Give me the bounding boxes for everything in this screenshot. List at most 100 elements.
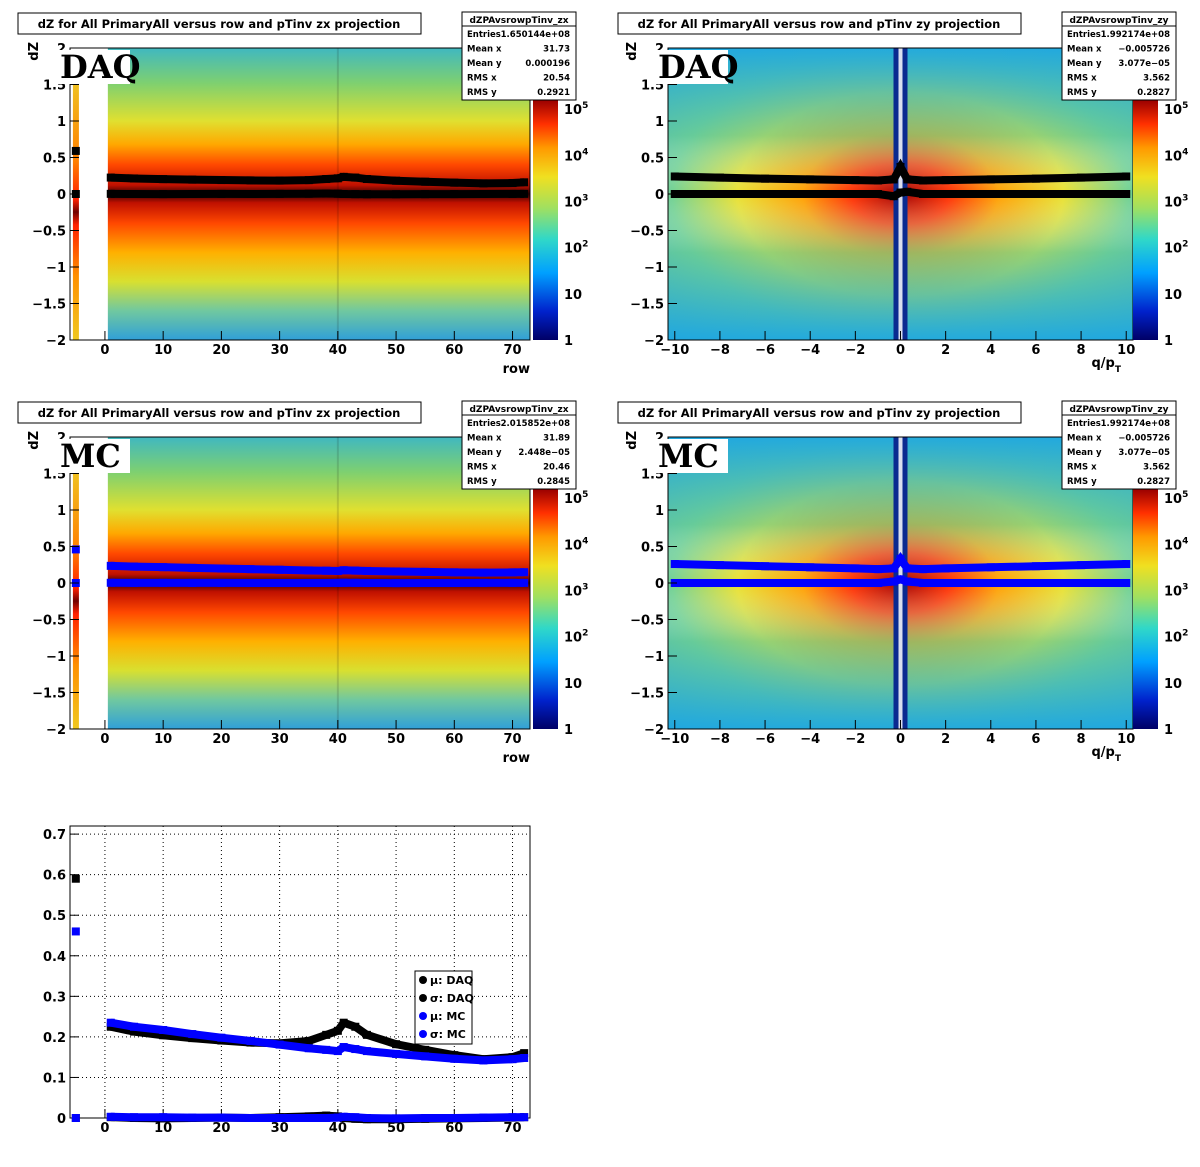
legend-entry: μ: DAQ xyxy=(430,974,473,987)
stats-key: Entries xyxy=(1067,30,1101,40)
y-tick-label: −1 xyxy=(46,261,66,276)
y-axis-label: dZ xyxy=(625,42,640,61)
y-tick-label: −1.5 xyxy=(630,687,664,702)
y-tick-label: −1.5 xyxy=(32,687,66,702)
overlay-sigma-point xyxy=(71,146,80,155)
x-tick-label: 4 xyxy=(986,343,995,358)
x-tick-label: 0 xyxy=(100,1121,109,1136)
stats-value: 3.077e−05 xyxy=(1118,448,1170,458)
x-tick-label: 50 xyxy=(387,732,405,747)
overlay-mu-point xyxy=(106,189,115,198)
stats-key: RMS y xyxy=(467,88,497,98)
y-tick-label: −1 xyxy=(644,261,664,276)
x-tick-label: 70 xyxy=(503,343,521,358)
x-tick-label: −8 xyxy=(710,343,730,358)
overlay-sigma-point xyxy=(520,568,529,577)
series-segment xyxy=(279,1040,310,1053)
z-tick-label: 1 xyxy=(1164,334,1173,349)
overlay-mu-point xyxy=(339,578,348,587)
overlay-mu-point xyxy=(130,578,139,587)
overlay-mu-point xyxy=(508,189,517,198)
overlay-sigma-point xyxy=(851,176,860,185)
y-tick-label: 0 xyxy=(57,1112,66,1127)
x-tick-label: 60 xyxy=(445,732,463,747)
stats-value: 0.000196 xyxy=(525,59,570,69)
x-axis-label: row xyxy=(503,362,530,377)
overlay-sigma-point xyxy=(1077,561,1086,570)
x-tick-label: −2 xyxy=(845,732,865,747)
stats-name: dZPAvsrowpTinv_zx xyxy=(469,16,568,26)
overlay-sigma-point xyxy=(106,173,115,182)
overlay-mu-point xyxy=(421,190,430,199)
overlay-mu-point xyxy=(806,190,815,198)
overlay-sigma-point xyxy=(333,174,342,183)
series-segment xyxy=(365,1031,398,1048)
stats-key: Mean x xyxy=(467,45,502,55)
overlay-sigma-point xyxy=(941,176,950,185)
x-tick-label: 50 xyxy=(387,343,405,358)
overlay-mu-point xyxy=(986,579,995,587)
stats-value: 1.992174e+08 xyxy=(1101,30,1170,40)
panel-title: dZ for All PrimaryAll versus row and pTi… xyxy=(638,406,1001,420)
overlay-sigma-point xyxy=(873,565,882,574)
overlay-sigma-point xyxy=(159,563,168,572)
z-tick-label: 10 xyxy=(564,677,582,692)
series-segment xyxy=(512,1053,525,1064)
stats-value: −0.005726 xyxy=(1118,45,1170,55)
overlay-mu-point xyxy=(851,190,860,198)
x-tick-label: 70 xyxy=(503,732,521,747)
y-tick-label: 2 xyxy=(57,42,66,57)
x-tick-label: 20 xyxy=(212,732,230,747)
series-segment xyxy=(353,1023,370,1039)
x-tick-label: 10 xyxy=(1117,732,1135,747)
stats-key: RMS y xyxy=(1067,88,1097,98)
overlay-sigma-point xyxy=(450,178,459,187)
overlay-sigma-point xyxy=(450,568,459,577)
x-tick-label: 0 xyxy=(896,732,905,747)
stats-value: 2.448e−05 xyxy=(518,448,570,458)
stats-key: Mean y xyxy=(467,59,502,69)
series-segment xyxy=(250,1036,281,1049)
series-segment xyxy=(162,1026,193,1039)
overlay-mu-point xyxy=(715,190,724,198)
stats-name: dZPAvsrowpTinv_zy xyxy=(1069,405,1168,415)
overlay-mu-point xyxy=(188,190,197,198)
overlay-sigma-point xyxy=(806,175,815,184)
stats-box: dZPAvsrowpTinv_zx Entries 1.650144e+08 Mean… xyxy=(461,11,577,101)
overlay-mu-point xyxy=(362,190,371,199)
title-box xyxy=(617,401,1022,424)
overlay-mu-point xyxy=(392,579,401,588)
overlay-sigma-point xyxy=(217,564,226,573)
overlay-mu-point xyxy=(919,579,928,587)
z-tick-label: 104 xyxy=(564,147,588,164)
x-tick-label: 8 xyxy=(1077,343,1086,358)
overlay-sigma-point xyxy=(304,176,313,185)
overlay-sigma-point xyxy=(304,566,313,575)
y-tick-label: 2 xyxy=(655,42,664,57)
series-segment xyxy=(342,1018,357,1031)
series-segment xyxy=(334,1020,347,1034)
x-tick-label: 30 xyxy=(271,343,289,358)
overlay-mu-point xyxy=(275,579,284,587)
overlay-sigma-point xyxy=(1122,172,1131,181)
overlay-mu-point xyxy=(106,578,115,587)
series-segment xyxy=(133,1027,164,1040)
y-tick-label: 0 xyxy=(57,577,66,592)
series-segment xyxy=(308,1044,327,1054)
x-tick-label: −8 xyxy=(710,732,730,747)
overlay-sigma-point xyxy=(339,172,348,181)
legend-entry: σ: MC xyxy=(430,1028,466,1041)
x-tick-label: 0 xyxy=(100,732,109,747)
stats-box: dZPAvsrowpTinv_zy Entries 1.992174e+08 Mean… xyxy=(1061,400,1177,490)
panel-daq-zy: −10 −8 −6 −4 −2 0 2 4 6 8 10−2−1.5−1−0.500.511.52q… xyxy=(617,11,1188,375)
z-tick-label: 102 xyxy=(1164,240,1188,257)
overlay-sigma-point xyxy=(188,175,197,184)
overlay-mu-point xyxy=(941,579,950,587)
stats-frame xyxy=(461,11,577,101)
y-tick-label: −1 xyxy=(46,650,66,665)
overlay-sigma-point xyxy=(806,563,815,572)
overlay-sigma-point xyxy=(903,564,912,573)
series-segment xyxy=(342,1043,357,1053)
overlay-sigma-point xyxy=(715,173,724,182)
series-segment xyxy=(325,1045,339,1056)
